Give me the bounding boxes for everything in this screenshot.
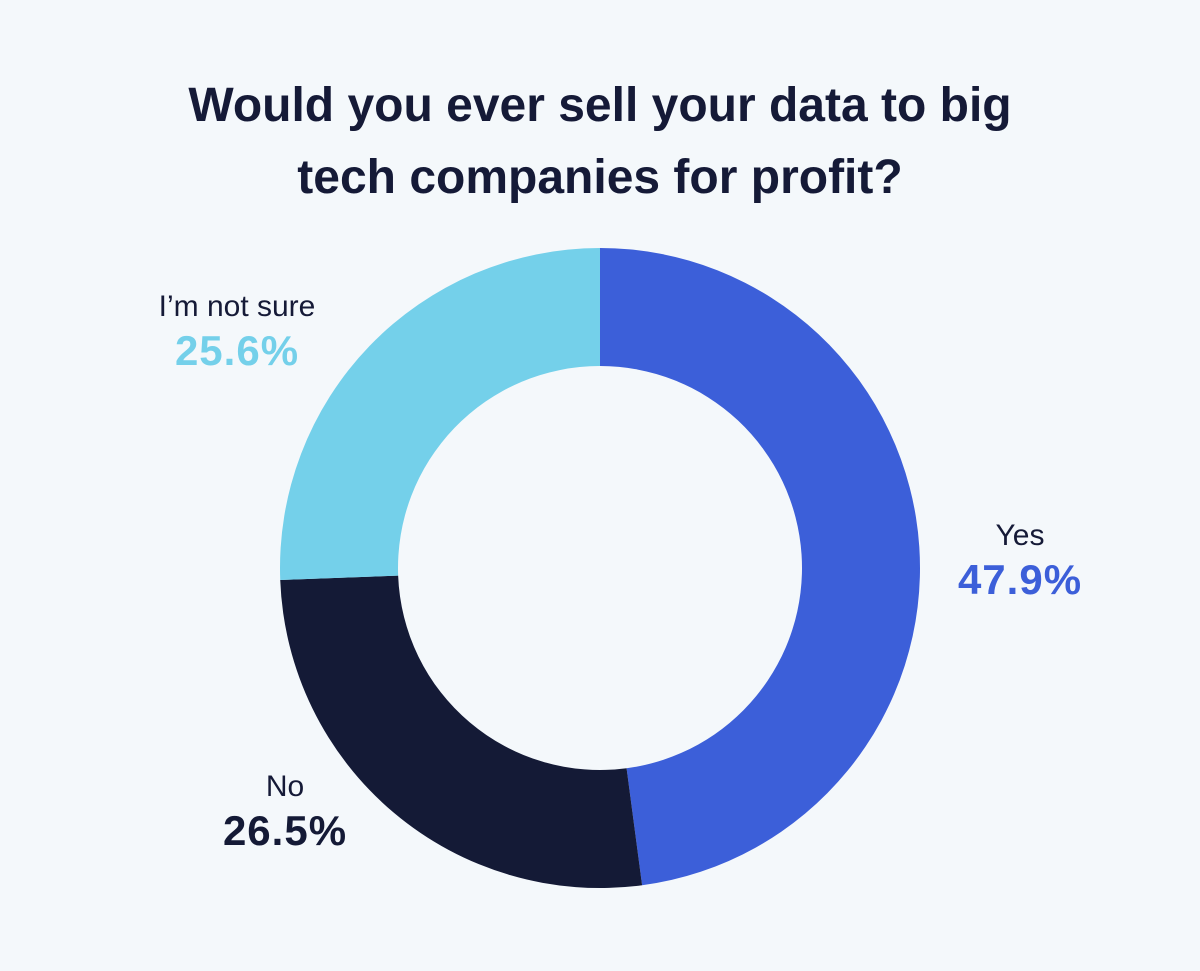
chart-title: Would you ever sell your data to big tec…: [0, 70, 1200, 214]
chart-title-line-1: Would you ever sell your data to big: [188, 79, 1012, 132]
slice-label-yes: Yes 47.9%: [920, 517, 1120, 605]
chart-title-line-2: tech companies for profit?: [297, 151, 903, 204]
donut-slice-yes: [600, 248, 920, 886]
slice-category-not-sure: I’m not sure: [158, 290, 316, 323]
donut-slice-no: [280, 575, 643, 888]
slice-value-not-sure: 25.6%: [174, 327, 300, 374]
slice-category-yes: Yes: [995, 519, 1045, 552]
donut-slice-not-sure: [280, 248, 600, 581]
slice-value-no: 26.5%: [222, 807, 348, 854]
slice-category-no: No: [265, 770, 305, 803]
slice-label-no: No 26.5%: [185, 768, 385, 856]
slice-value-yes: 47.9%: [957, 556, 1083, 603]
slice-label-not-sure: I’m not sure 25.6%: [137, 288, 337, 376]
